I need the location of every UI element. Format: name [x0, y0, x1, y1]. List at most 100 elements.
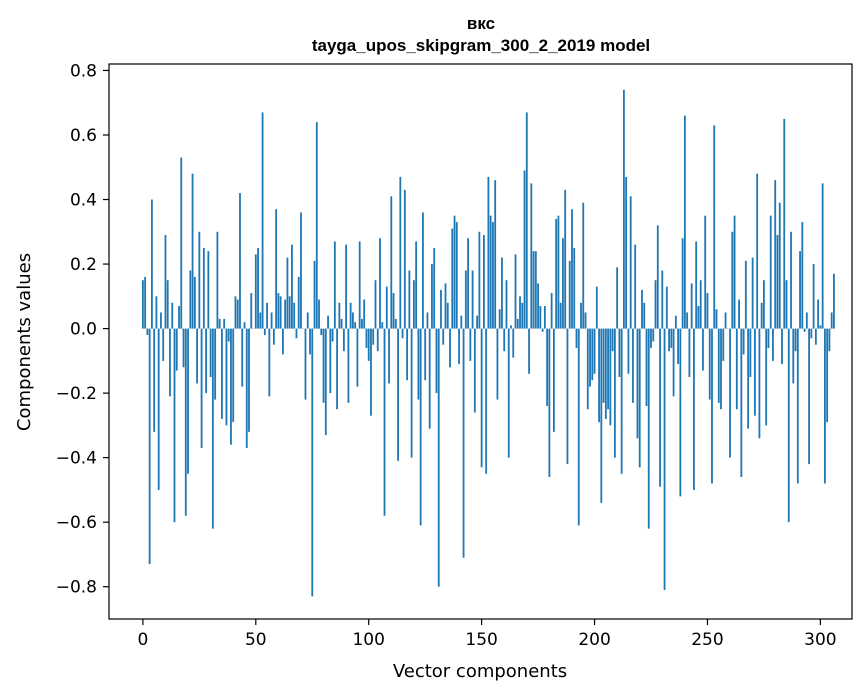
bar	[250, 293, 253, 329]
bar	[598, 328, 600, 423]
bar	[613, 328, 616, 458]
bar	[749, 328, 752, 377]
bar	[381, 322, 384, 329]
bar	[410, 328, 413, 458]
bar	[157, 328, 160, 490]
bar	[824, 328, 826, 484]
bar	[742, 328, 745, 355]
bar	[756, 173, 759, 329]
bar	[546, 328, 549, 407]
bar	[464, 270, 467, 329]
bar	[765, 328, 768, 426]
bar	[182, 328, 185, 368]
bar	[148, 328, 151, 565]
x-tick-label: 150	[465, 630, 497, 650]
bar	[557, 215, 560, 329]
bar	[805, 312, 808, 329]
bar	[175, 328, 178, 371]
bar	[543, 306, 546, 329]
x-tick-label: 300	[804, 630, 836, 650]
bar	[144, 276, 147, 329]
bar	[340, 318, 343, 329]
bar	[370, 328, 372, 416]
bar	[573, 247, 576, 329]
y-tick-label: −0.6	[56, 513, 97, 533]
bar	[514, 254, 517, 329]
bar	[254, 254, 257, 329]
bar	[379, 238, 381, 329]
bar	[266, 302, 268, 329]
bar	[584, 312, 587, 329]
y-tick-label: 0.4	[70, 191, 97, 211]
bar	[492, 222, 494, 329]
bar	[392, 293, 395, 329]
bar	[300, 212, 302, 329]
bar	[365, 328, 368, 348]
bar	[724, 312, 727, 329]
bar	[227, 328, 230, 342]
bar	[394, 318, 397, 329]
bar	[173, 328, 176, 523]
bar	[241, 328, 244, 387]
bar	[702, 328, 704, 371]
y-axis-ticks: −0.8 −0.6 −0.4 −0.2 0.0 0.2 0.4 0.6 0.8	[56, 61, 109, 598]
bar	[690, 283, 693, 329]
bar	[315, 122, 318, 329]
bar	[812, 264, 815, 329]
bar	[600, 328, 603, 503]
bar	[611, 328, 614, 352]
bar	[367, 328, 370, 361]
bar	[713, 125, 716, 329]
bar	[505, 280, 508, 329]
bar	[670, 328, 673, 348]
bar	[747, 328, 750, 429]
bar	[494, 180, 497, 329]
bar	[372, 328, 375, 345]
bar	[686, 312, 689, 329]
bar	[801, 222, 804, 329]
x-tick-label: 100	[352, 630, 384, 650]
bar	[482, 235, 485, 329]
bar	[153, 328, 156, 432]
bar	[776, 235, 779, 329]
bar	[552, 328, 555, 432]
bar	[571, 209, 573, 329]
bar	[715, 309, 718, 329]
bar	[523, 170, 526, 329]
bar	[363, 299, 366, 329]
bar	[444, 283, 447, 329]
bar	[787, 328, 790, 523]
bar	[196, 328, 198, 384]
bar	[828, 328, 831, 352]
bar	[711, 328, 713, 484]
bar	[223, 318, 226, 329]
bar	[356, 328, 359, 387]
bar	[435, 328, 438, 394]
bar	[623, 89, 625, 329]
bar	[349, 302, 352, 329]
bar	[234, 296, 237, 329]
bar	[263, 328, 266, 336]
bar	[426, 312, 429, 329]
bar	[548, 328, 551, 478]
bar	[146, 328, 149, 336]
y-tick-label: −0.4	[56, 449, 97, 469]
x-axis-ticks: 0 50 100 150 200 250 300	[137, 619, 837, 650]
bar	[503, 328, 506, 352]
bar	[342, 328, 345, 352]
bar	[803, 328, 806, 332]
bar	[783, 118, 786, 329]
x-tick-label: 0	[137, 630, 148, 650]
bar	[643, 302, 646, 329]
bar	[160, 312, 162, 329]
bar	[460, 315, 463, 329]
bar	[419, 328, 422, 526]
bar	[259, 312, 262, 329]
chart-title: вкс	[467, 14, 495, 33]
bar	[480, 328, 483, 468]
bar	[388, 328, 390, 384]
bar	[663, 328, 666, 590]
bar	[221, 328, 223, 419]
bar	[796, 328, 799, 484]
bar	[327, 315, 329, 329]
